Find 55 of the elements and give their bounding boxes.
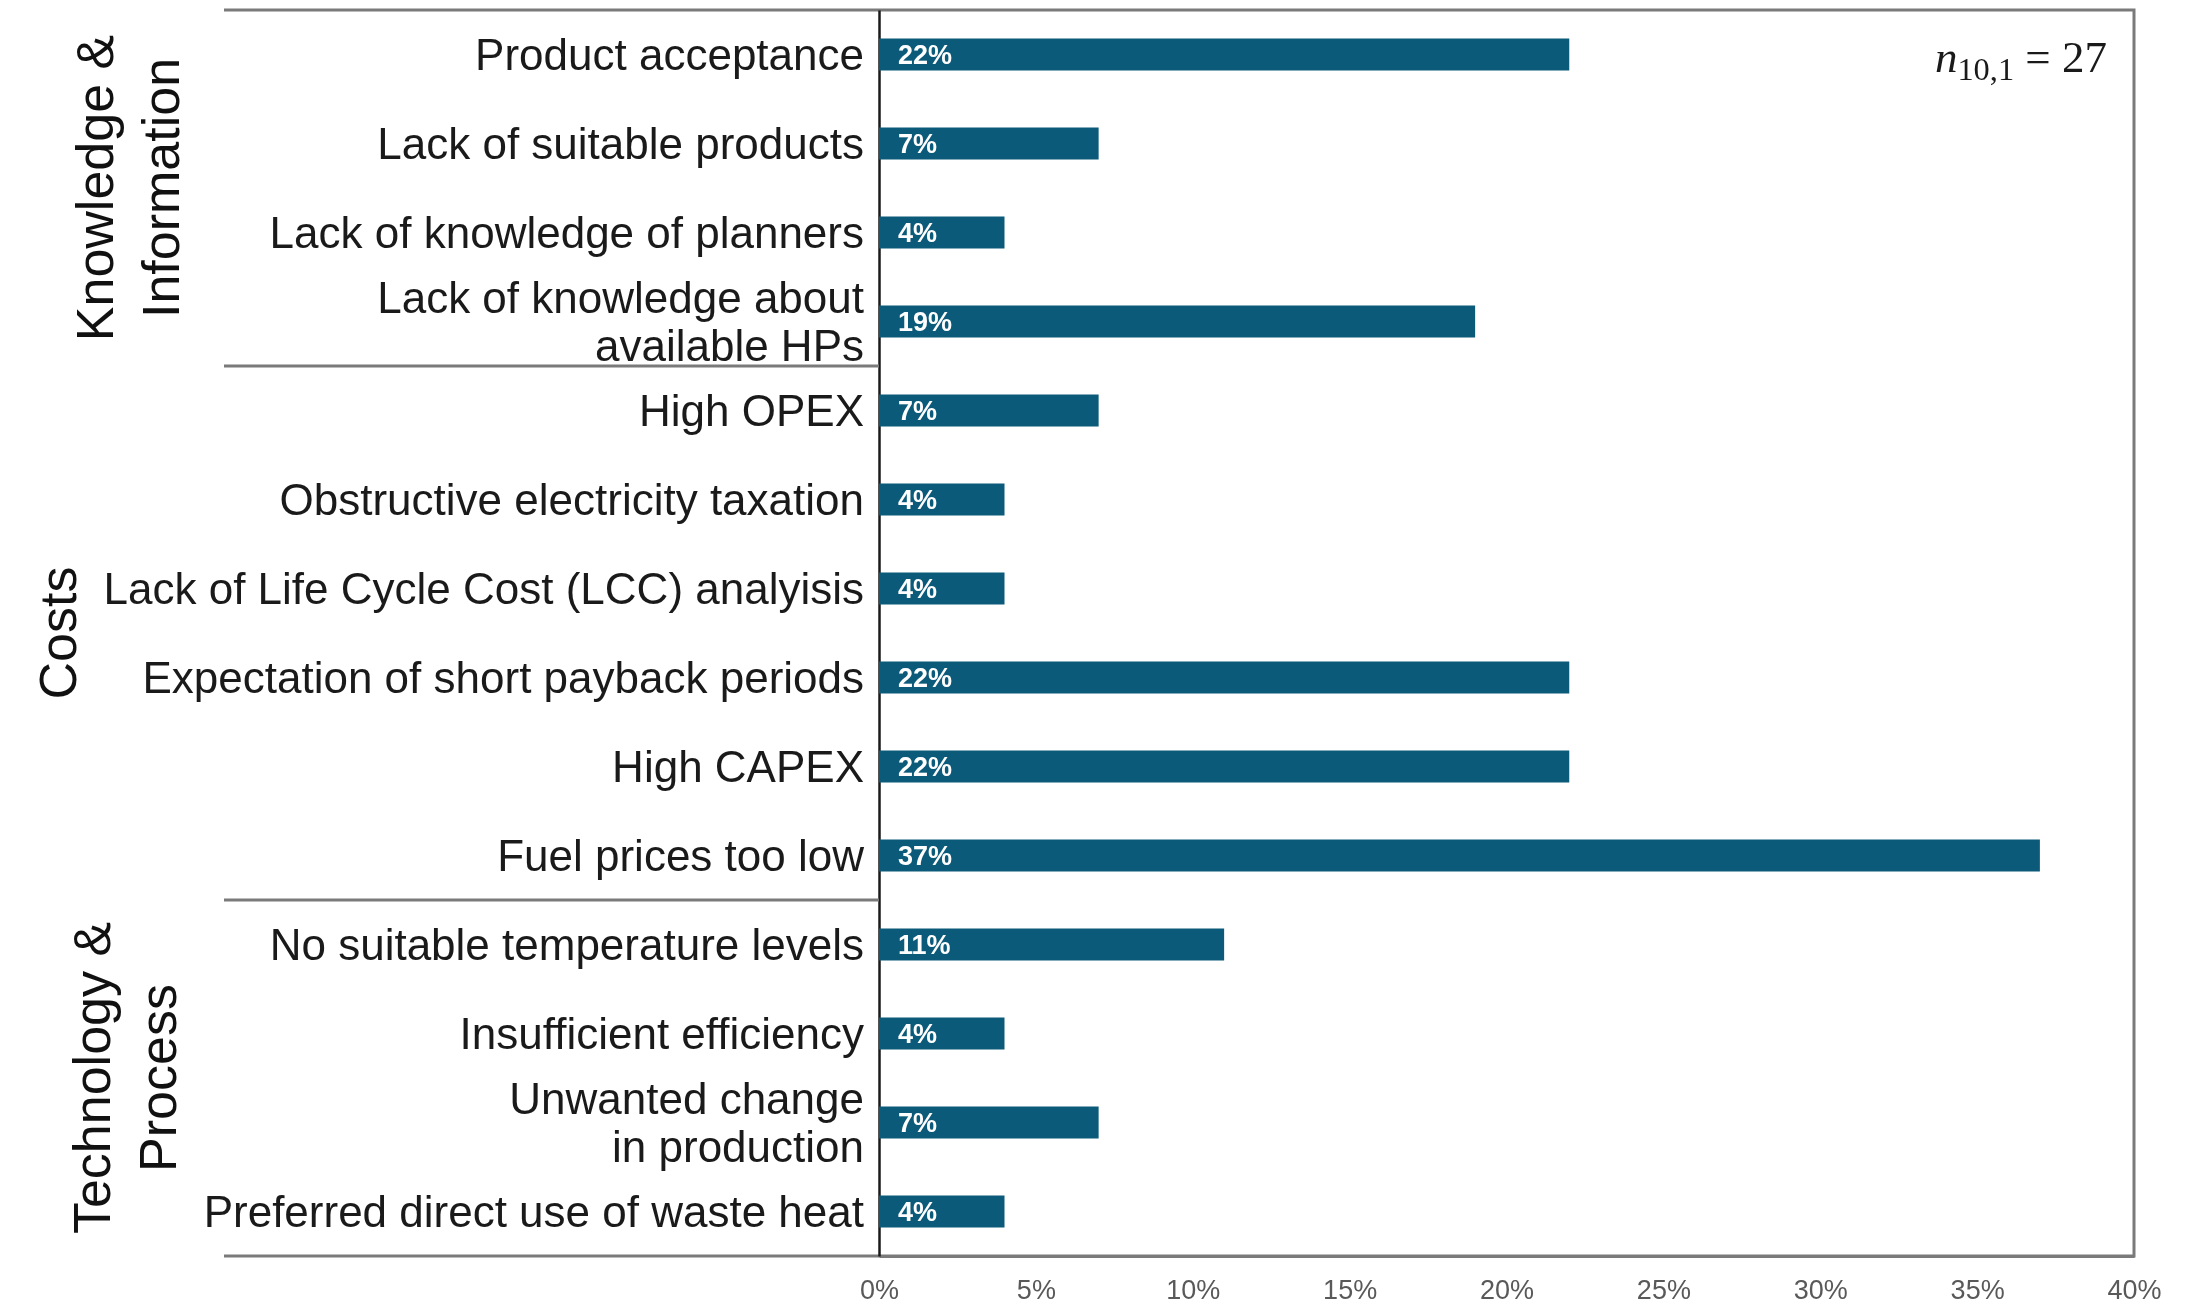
data-label: 37% [898,841,953,872]
data-label: 4% [898,485,938,516]
data-label: 22% [898,752,953,783]
y-tick-label: Product acceptance [475,29,864,79]
x-tick-label: 35% [1950,1275,2005,1306]
bar [879,661,1570,694]
x-tick-label: 40% [2107,1275,2162,1306]
y-tick-label: Insufficient efficiency [459,1008,864,1058]
y-tick-label: Obstructive electricity taxation [279,474,864,524]
x-tick-label: 10% [1166,1275,1221,1306]
y-tick-label: Fuel prices too low [497,830,865,880]
bar [879,483,1005,516]
data-label: 7% [898,396,938,427]
y-tick-label: Expectation of short payback periods [142,652,864,702]
text: Technology & Process [63,921,188,1235]
y-tick-label: Lack of suitable products [377,118,864,168]
y-tick-label: Lack of knowledge about available HPs [377,272,864,371]
data-label: 19% [898,307,953,338]
bar [879,394,1099,427]
x-tick-label: 25% [1636,1275,1691,1306]
data-label: 4% [898,574,938,605]
y-tick-label: No suitable temperature levels [269,919,864,969]
x-tick-label: 5% [1016,1275,1056,1306]
x-tick-label: 0% [859,1275,900,1306]
bar [879,572,1005,605]
bar [879,1017,1005,1050]
data-label: 4% [898,1197,938,1228]
bar [879,38,1570,71]
data-label: 22% [898,40,953,71]
data-label: 7% [898,1108,938,1139]
data-label: 4% [898,1019,938,1050]
bar [879,928,1225,961]
bar [879,750,1570,783]
y-tick-label: Unwanted change in production [509,1073,864,1172]
bar [879,839,2040,872]
x-tick-label: 15% [1323,1275,1378,1306]
data-label: 11% [898,930,951,961]
bar [879,1106,1099,1139]
bar [879,127,1099,160]
y-tick-label: High OPEX [639,385,864,435]
y-tick-label: High CAPEX [612,741,864,791]
bar [879,216,1005,249]
y-tick-label: Lack of Life Cycle Cost (LCC) analyisis [103,563,864,613]
bar [879,305,1476,338]
x-tick-label: 30% [1793,1275,1848,1306]
data-label: 22% [898,663,953,694]
y-tick-label: Preferred direct use of waste heat [203,1186,864,1236]
y-tick-label: Lack of knowledge of planners [269,207,864,257]
x-tick-label: 20% [1479,1275,1535,1306]
bar [879,1195,1005,1228]
text: Costs [29,566,88,700]
annotation: n$_{10,1}$ = 27 [1934,32,2107,88]
data-label: 4% [898,218,938,249]
data-label: 7% [898,129,938,160]
text: Knowledge & Information [66,34,191,342]
